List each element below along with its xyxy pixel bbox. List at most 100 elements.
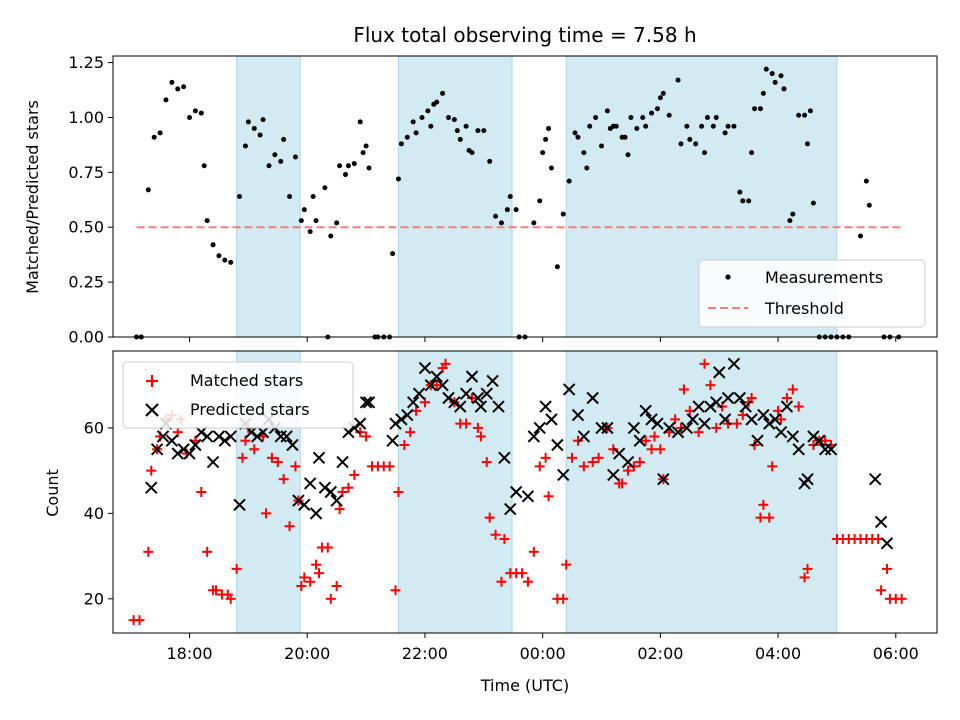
matched-star-point xyxy=(767,461,778,472)
predicted-star-point xyxy=(233,498,246,512)
predicted-star-point xyxy=(807,430,820,443)
measurement-point xyxy=(687,136,693,142)
predicted-star-point xyxy=(292,494,305,507)
matched-star-point xyxy=(331,581,342,591)
top-legend-box xyxy=(698,259,926,328)
predicted-star-point xyxy=(704,400,717,413)
predicted-star-point xyxy=(430,370,443,383)
measurement-point xyxy=(722,130,728,136)
predicted-star-point xyxy=(586,391,599,405)
measurement-point xyxy=(281,136,287,142)
predicted-star-point xyxy=(342,425,355,439)
predicted-star-point xyxy=(448,396,461,409)
measurement-point xyxy=(345,163,351,169)
measurement-point xyxy=(175,86,181,92)
matched-star-point xyxy=(711,422,722,433)
matched-star-point xyxy=(699,358,710,369)
predicted-star-point xyxy=(639,404,652,418)
measurement-point xyxy=(395,176,401,182)
legend-matched-marker xyxy=(146,375,158,387)
predicted-star-point xyxy=(389,417,402,430)
predicted-star-point xyxy=(801,472,814,486)
predicted-star-point xyxy=(280,430,293,443)
matched-star-point xyxy=(617,478,628,489)
top-x-ticks xyxy=(189,337,897,342)
measurement-point xyxy=(622,134,628,140)
matched-star-point xyxy=(481,457,492,468)
top-y-tick-label: 1.25 xyxy=(68,53,104,72)
matched-star-point xyxy=(628,461,639,472)
measurement-point xyxy=(504,207,510,213)
matched-star-point xyxy=(731,418,742,429)
measurement-point xyxy=(778,73,784,79)
measurement-point xyxy=(307,229,313,235)
bottom-y-tick-label: 20 xyxy=(84,589,104,608)
measurement-point xyxy=(713,114,719,120)
bottom-legend-box xyxy=(122,361,354,429)
top-y-ticks: 0.00 0.25 0.50 0.75 1.00 1.25 xyxy=(68,53,113,347)
predicted-star-point xyxy=(713,366,726,379)
measurement-point xyxy=(322,185,328,191)
predicted-star-point xyxy=(763,417,776,430)
matched-star-point xyxy=(587,457,598,468)
measurement-point xyxy=(342,172,348,178)
measurement-point xyxy=(163,97,169,103)
measurement-point xyxy=(266,163,272,169)
predicted-star-point xyxy=(454,400,467,413)
measurement-point xyxy=(548,165,554,171)
predicted-star-point xyxy=(474,400,488,413)
matched-star-point xyxy=(361,431,372,442)
predicted-star-point xyxy=(671,425,685,439)
measurement-point xyxy=(310,194,316,199)
matched-star-point xyxy=(272,457,283,468)
matched-star-point xyxy=(405,427,416,438)
measurement-point xyxy=(222,257,228,263)
measurement-point xyxy=(599,143,605,149)
predicted-star-point xyxy=(359,396,373,409)
matched-star-point xyxy=(305,576,316,587)
predicted-star-point xyxy=(189,438,202,452)
matched-star-point xyxy=(290,461,301,472)
measurement-point xyxy=(752,106,758,112)
predicted-star-point xyxy=(733,391,747,405)
x-tick-label: 06:00 xyxy=(873,644,919,663)
measurement-point xyxy=(457,136,463,142)
predicted-star-point xyxy=(336,455,349,469)
predicted-star-point xyxy=(498,451,511,465)
measurement-point xyxy=(410,119,416,125)
x-tick-label: 00:00 xyxy=(520,644,566,663)
predicted-star-point xyxy=(607,468,620,482)
bottom-shaded-span xyxy=(397,350,513,634)
predicted-star-point xyxy=(686,413,699,426)
bottom-y-tick-label: 40 xyxy=(84,504,104,523)
predicted-star-point xyxy=(395,413,408,426)
measurement-point xyxy=(805,141,811,147)
predicted-star-point xyxy=(621,455,635,469)
measurement-point xyxy=(440,90,446,96)
predicted-star-point xyxy=(145,481,158,494)
bottom-axes-frame xyxy=(112,350,938,634)
matched-star-point xyxy=(655,444,666,455)
matched-star-point xyxy=(196,487,207,497)
measurement-point xyxy=(760,90,766,96)
matched-star-point xyxy=(311,559,322,570)
predicted-star-point xyxy=(739,400,752,413)
measurement-point xyxy=(660,90,666,96)
matched-star-point xyxy=(896,593,907,604)
measurement-point xyxy=(787,218,793,224)
predicted-star-point xyxy=(557,468,570,482)
top-y-tick-label: 0.75 xyxy=(68,163,104,182)
measurement-point xyxy=(702,150,708,156)
predicted-star-point xyxy=(312,451,326,465)
matched-star-point xyxy=(746,393,757,403)
matched-star-point xyxy=(325,593,336,604)
matched-star-point xyxy=(390,585,401,596)
matched-star-point xyxy=(299,572,310,583)
predicted-star-point xyxy=(645,413,658,426)
measurement-point xyxy=(640,114,646,120)
measurement-point xyxy=(398,141,404,147)
measurement-point xyxy=(413,130,419,136)
matched-star-point xyxy=(678,384,689,395)
matched-star-point xyxy=(693,427,704,438)
predicted-star-point xyxy=(418,361,432,375)
